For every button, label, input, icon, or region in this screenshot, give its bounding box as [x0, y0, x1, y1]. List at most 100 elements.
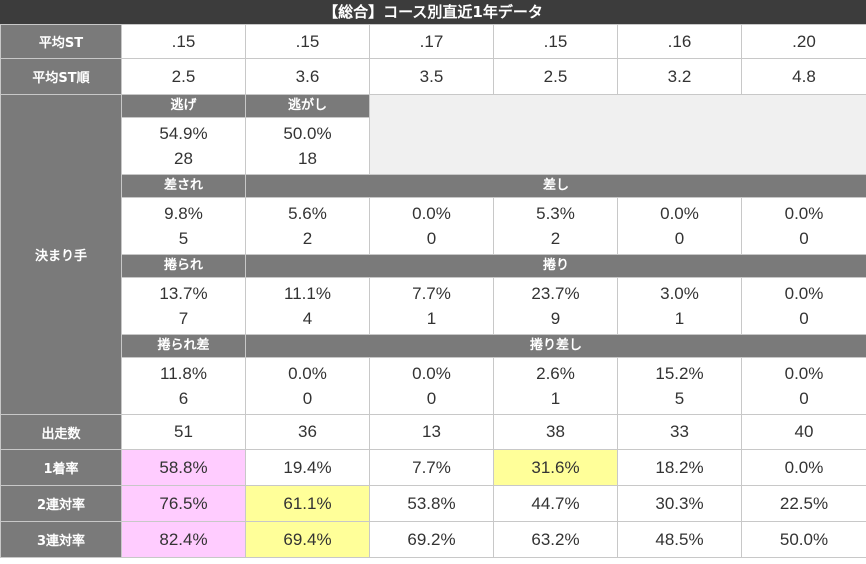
pct-value: 0.0% — [412, 204, 451, 223]
rate2-label: 2連対率 — [0, 485, 122, 522]
count-value: 6 — [178, 389, 189, 408]
pct-value: 23.7% — [531, 284, 580, 303]
count-value: 5 — [178, 229, 189, 248]
count-value: 0 — [799, 389, 809, 408]
count-value: 1 — [674, 309, 685, 328]
makuri-label: 捲り — [245, 254, 866, 278]
makurizashi-cell: 0.0% 0 — [245, 357, 370, 415]
avg-st-rank-row: 平均ST順 2.5 3.6 3.5 2.5 3.2 4.8 — [0, 58, 866, 95]
course-stats-table: 平均ST .15 .15 .17 .15 .16 .20 平均ST順 2.5 3… — [0, 24, 866, 558]
pct-value: 5.3% — [536, 204, 575, 223]
rate1-cell: 31.6% — [493, 449, 618, 486]
makuri-header-row: 捲られ 捲り — [1, 254, 866, 278]
avg-st-rank-cell: 4.8 — [741, 58, 866, 95]
avg-st-rank-label: 平均ST順 — [0, 58, 122, 95]
makurare-label: 捲られ — [121, 254, 246, 278]
pct-value: 50.0% — [283, 124, 332, 143]
makurizashi-cell: 11.8% 6 — [121, 357, 246, 415]
pct-value: 0.0% — [784, 284, 824, 303]
avg-st-rank-cell: 3.6 — [245, 58, 370, 95]
avg-st-rank-cell: 2.5 — [121, 58, 246, 95]
avg-st-cell: .17 — [369, 24, 494, 59]
avg-st-cell: .15 — [493, 24, 618, 59]
pct-value: 0.0% — [412, 364, 451, 383]
rate3-cell: 63.2% — [493, 521, 618, 558]
sashi-cell: 5.6% 2 — [245, 197, 370, 255]
pct-value: 54.9% — [159, 124, 208, 143]
rate2-cell: 30.3% — [617, 485, 742, 522]
nigashi-label: 逃がし — [245, 94, 370, 118]
rate1-cell: 58.8% — [121, 449, 246, 486]
rate3-cell: 50.0% — [741, 521, 866, 558]
table-title: 【総合】コース別直近1年データ — [0, 0, 866, 24]
starts-cell: 13 — [369, 414, 494, 450]
makuri-cell: 7.7% 1 — [369, 277, 494, 335]
pct-value: 11.1% — [284, 284, 331, 303]
rate2-cell: 44.7% — [493, 485, 618, 522]
nigashi-cell: 50.0% 18 — [245, 117, 370, 175]
avg-st-rank-cell: 3.2 — [617, 58, 742, 95]
pct-value: 3.0% — [660, 284, 699, 303]
starts-cell: 38 — [493, 414, 618, 450]
avg-st-rank-cell: 3.5 — [369, 58, 494, 95]
sashi-header-row: 差され 差し — [1, 174, 866, 198]
rate3-cell: 69.4% — [245, 521, 370, 558]
count-value: 0 — [302, 389, 313, 408]
count-value: 2 — [302, 229, 313, 248]
rate3-cell: 82.4% — [121, 521, 246, 558]
rate1-cell: 0.0% — [741, 449, 866, 486]
count-value: 18 — [298, 149, 317, 168]
avg-st-rank-cell: 2.5 — [493, 58, 618, 95]
pct-value: 13.7% — [159, 284, 208, 303]
rate1-label: 1着率 — [0, 449, 122, 486]
count-value: 2 — [550, 229, 561, 248]
pct-value: 15.2% — [655, 364, 704, 383]
count-value: 0 — [799, 229, 809, 248]
makuri-cell: 11.1% 4 — [245, 277, 370, 335]
avg-st-label: 平均ST — [0, 24, 122, 59]
rate1-cell: 18.2% — [617, 449, 742, 486]
pct-value: 5.6% — [288, 204, 327, 223]
sashi-cell: 0.0% 0 — [369, 197, 494, 255]
nige-empty-area — [369, 94, 866, 175]
count-value: 0 — [799, 309, 809, 328]
makuri-value-row: 13.7% 7 11.1% 4 7.7% 1 23.7% 9 3.0% 1 0.0% 0 — [1, 277, 866, 335]
makurizashi-cell: 15.2% 5 — [617, 357, 742, 415]
rate2-cell: 53.8% — [369, 485, 494, 522]
sashi-cell: 0.0% 0 — [741, 197, 866, 255]
pct-value: 2.6% — [536, 364, 575, 383]
makurizashi-value-row: 11.8% 6 0.0% 0 0.0% 0 2.6% 1 15.2% 5 0.0% 0 — [1, 357, 866, 415]
count-value: 0 — [426, 389, 437, 408]
count-value: 4 — [302, 309, 313, 328]
makurizashi-label: 捲り差し — [245, 334, 866, 358]
count-value: 0 — [674, 229, 685, 248]
pct-value: 0.0% — [784, 364, 824, 383]
sasare-label: 差され — [121, 174, 246, 198]
avg-st-cell: .15 — [245, 24, 370, 59]
makurizashi-cell: 0.0% 0 — [369, 357, 494, 415]
rate1-cell: 19.4% — [245, 449, 370, 486]
rate2-row: 2連対率 76.5% 61.1% 53.8% 44.7% 30.3% 22.5% — [0, 485, 866, 522]
count-value: 1 — [550, 389, 561, 408]
rate1-row: 1着率 58.8% 19.4% 7.7% 31.6% 18.2% 0.0% — [0, 449, 866, 486]
avg-st-row: 平均ST .15 .15 .17 .15 .16 .20 — [0, 24, 866, 59]
makurizashi-cell: 0.0% 0 — [741, 357, 866, 415]
starts-cell: 40 — [741, 414, 866, 450]
sashi-cell: 5.3% 2 — [493, 197, 618, 255]
rate2-cell: 22.5% — [741, 485, 866, 522]
rate2-cell: 61.1% — [245, 485, 370, 522]
starts-cell: 51 — [121, 414, 246, 450]
starts-cell: 33 — [617, 414, 742, 450]
makuri-cell: 23.7% 9 — [493, 277, 618, 335]
avg-st-cell: .15 — [121, 24, 246, 59]
pct-value: 11.8% — [160, 364, 207, 383]
rate3-label: 3連対率 — [0, 521, 122, 558]
rate3-cell: 48.5% — [617, 521, 742, 558]
rate1-cell: 7.7% — [369, 449, 494, 486]
makurizashi-header-row: 捲られ差 捲り差し — [1, 334, 866, 358]
starts-row: 出走数 51 36 13 38 33 40 — [0, 414, 866, 450]
pct-value: 0.0% — [288, 364, 327, 383]
count-value: 0 — [426, 229, 437, 248]
makurare-sa-label: 捲られ差 — [121, 334, 246, 358]
